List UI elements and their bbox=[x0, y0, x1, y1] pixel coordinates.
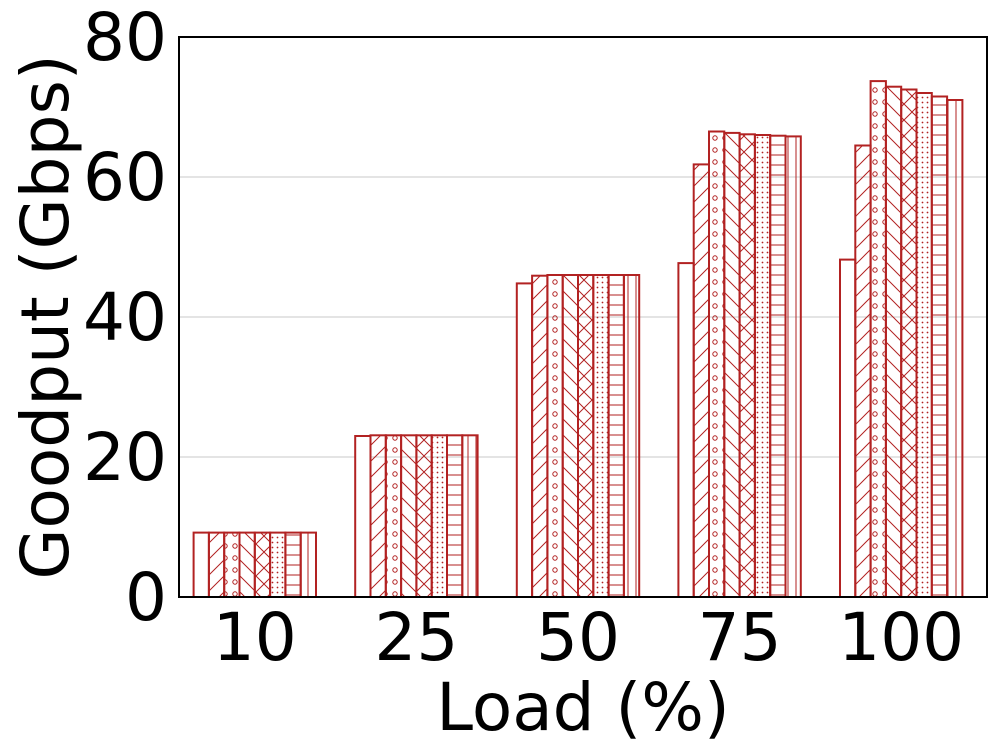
bar-crosshatch-50 bbox=[577, 274, 595, 598]
x-tick-label: 25 bbox=[374, 599, 458, 676]
y-tick-label: 40 bbox=[83, 279, 167, 356]
y-tick-label: 0 bbox=[125, 559, 167, 636]
y-tick-label: 80 bbox=[83, 0, 167, 76]
plot-frame bbox=[178, 36, 988, 598]
bar-horizontal-75 bbox=[769, 134, 787, 598]
x-axis-ticks: 10 25 50 75 100 bbox=[213, 599, 964, 676]
bar-horizontal-25 bbox=[446, 434, 464, 598]
x-tick-label: 75 bbox=[698, 599, 782, 676]
bar-dots-100 bbox=[915, 92, 933, 598]
bar-dots-50 bbox=[592, 274, 610, 598]
bar-diagonal-100 bbox=[854, 144, 872, 598]
bar-circles-75 bbox=[708, 130, 726, 598]
bar-horizontal-100 bbox=[930, 95, 949, 598]
bar-horizontal-10 bbox=[284, 531, 302, 598]
bar-vertical-10 bbox=[299, 531, 318, 598]
bar-crosshatch-75 bbox=[738, 133, 756, 599]
bar-back-diagonal-25 bbox=[400, 434, 418, 598]
bar-none-10 bbox=[192, 531, 210, 598]
bar-circles-10 bbox=[223, 531, 241, 598]
bar-circles-25 bbox=[384, 434, 403, 598]
bar-dots-10 bbox=[269, 531, 287, 598]
y-tick-label: 60 bbox=[83, 139, 167, 216]
bar-back-diagonal-75 bbox=[723, 131, 741, 598]
bar-none-25 bbox=[354, 435, 372, 598]
bar-crosshatch-100 bbox=[900, 88, 918, 598]
bar-circles-50 bbox=[546, 274, 564, 598]
x-tick-label: 100 bbox=[838, 599, 964, 676]
bar-back-diagonal-10 bbox=[238, 531, 256, 598]
bar-diagonal-75 bbox=[692, 163, 711, 598]
bar-back-diagonal-100 bbox=[884, 85, 903, 598]
bar-none-50 bbox=[515, 282, 534, 598]
bar-circles-100 bbox=[869, 80, 887, 599]
bar-vertical-50 bbox=[622, 274, 641, 598]
x-tick-label: 50 bbox=[536, 599, 620, 676]
y-tick-label: 20 bbox=[83, 419, 167, 496]
x-tick-label: 10 bbox=[213, 599, 297, 676]
bar-dots-25 bbox=[430, 434, 449, 598]
bar-horizontal-50 bbox=[607, 274, 625, 598]
bar-vertical-75 bbox=[784, 135, 802, 598]
bar-dots-75 bbox=[753, 134, 772, 598]
bar-diagonal-25 bbox=[369, 434, 387, 598]
x-axis-title: Load (%) bbox=[436, 669, 730, 746]
bar-back-diagonal-50 bbox=[561, 274, 580, 598]
y-axis-title: Goodput (Gbps) bbox=[7, 54, 84, 579]
bar-crosshatch-25 bbox=[415, 434, 433, 598]
bar-diagonal-10 bbox=[207, 531, 226, 598]
bars bbox=[192, 80, 964, 599]
bar-vertical-25 bbox=[461, 434, 479, 598]
y-axis-ticks: 0 20 40 60 80 bbox=[83, 0, 167, 636]
bar-vertical-100 bbox=[946, 99, 964, 598]
bar-none-100 bbox=[839, 258, 857, 598]
bar-crosshatch-10 bbox=[253, 531, 272, 598]
bar-none-75 bbox=[677, 262, 695, 598]
bar-diagonal-50 bbox=[531, 274, 549, 598]
